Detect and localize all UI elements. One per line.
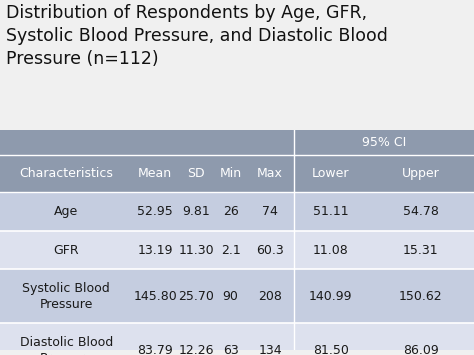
Text: 60.3: 60.3: [256, 244, 284, 257]
Text: Mean: Mean: [138, 167, 172, 180]
Text: Lower: Lower: [312, 167, 349, 180]
Text: 95% CI: 95% CI: [362, 136, 406, 149]
Text: 63: 63: [223, 344, 238, 355]
Text: 134: 134: [258, 344, 282, 355]
Text: 52.95: 52.95: [137, 205, 173, 218]
Bar: [0, 269, 474, 323]
Text: 86.09: 86.09: [403, 344, 438, 355]
Text: 26: 26: [223, 205, 238, 218]
Text: Upper: Upper: [402, 167, 439, 180]
Text: 12.26: 12.26: [179, 344, 214, 355]
Bar: [0, 130, 474, 155]
Text: 11.30: 11.30: [178, 244, 214, 257]
Text: 90: 90: [223, 290, 238, 303]
Bar: [0, 192, 474, 231]
Text: Max: Max: [257, 167, 283, 180]
Bar: [0, 155, 474, 192]
Text: GFR: GFR: [54, 244, 79, 257]
Text: 9.81: 9.81: [182, 205, 210, 218]
Text: 2.1: 2.1: [221, 244, 240, 257]
Bar: [0, 231, 474, 269]
Text: 11.08: 11.08: [313, 244, 348, 257]
Text: Characteristics: Characteristics: [19, 167, 113, 180]
Text: 145.80: 145.80: [133, 290, 177, 303]
Text: 83.79: 83.79: [137, 344, 173, 355]
Text: 13.19: 13.19: [137, 244, 173, 257]
Text: Min: Min: [219, 167, 242, 180]
Text: Distribution of Respondents by Age, GFR,
Systolic Blood Pressure, and Diastolic : Distribution of Respondents by Age, GFR,…: [6, 4, 388, 68]
Text: 140.99: 140.99: [309, 290, 352, 303]
Text: 150.62: 150.62: [399, 290, 443, 303]
Text: Diastolic Blood
Pressure: Diastolic Blood Pressure: [20, 336, 113, 355]
Text: 74: 74: [262, 205, 278, 218]
Bar: [0, 323, 474, 355]
Text: 25.70: 25.70: [178, 290, 214, 303]
Text: Age: Age: [54, 205, 79, 218]
Text: 15.31: 15.31: [403, 244, 438, 257]
Text: 208: 208: [258, 290, 282, 303]
Text: 51.11: 51.11: [313, 205, 348, 218]
Text: SD: SD: [187, 167, 205, 180]
Text: 81.50: 81.50: [313, 344, 348, 355]
Text: Systolic Blood
Pressure: Systolic Blood Pressure: [22, 282, 110, 311]
Text: 54.78: 54.78: [403, 205, 438, 218]
